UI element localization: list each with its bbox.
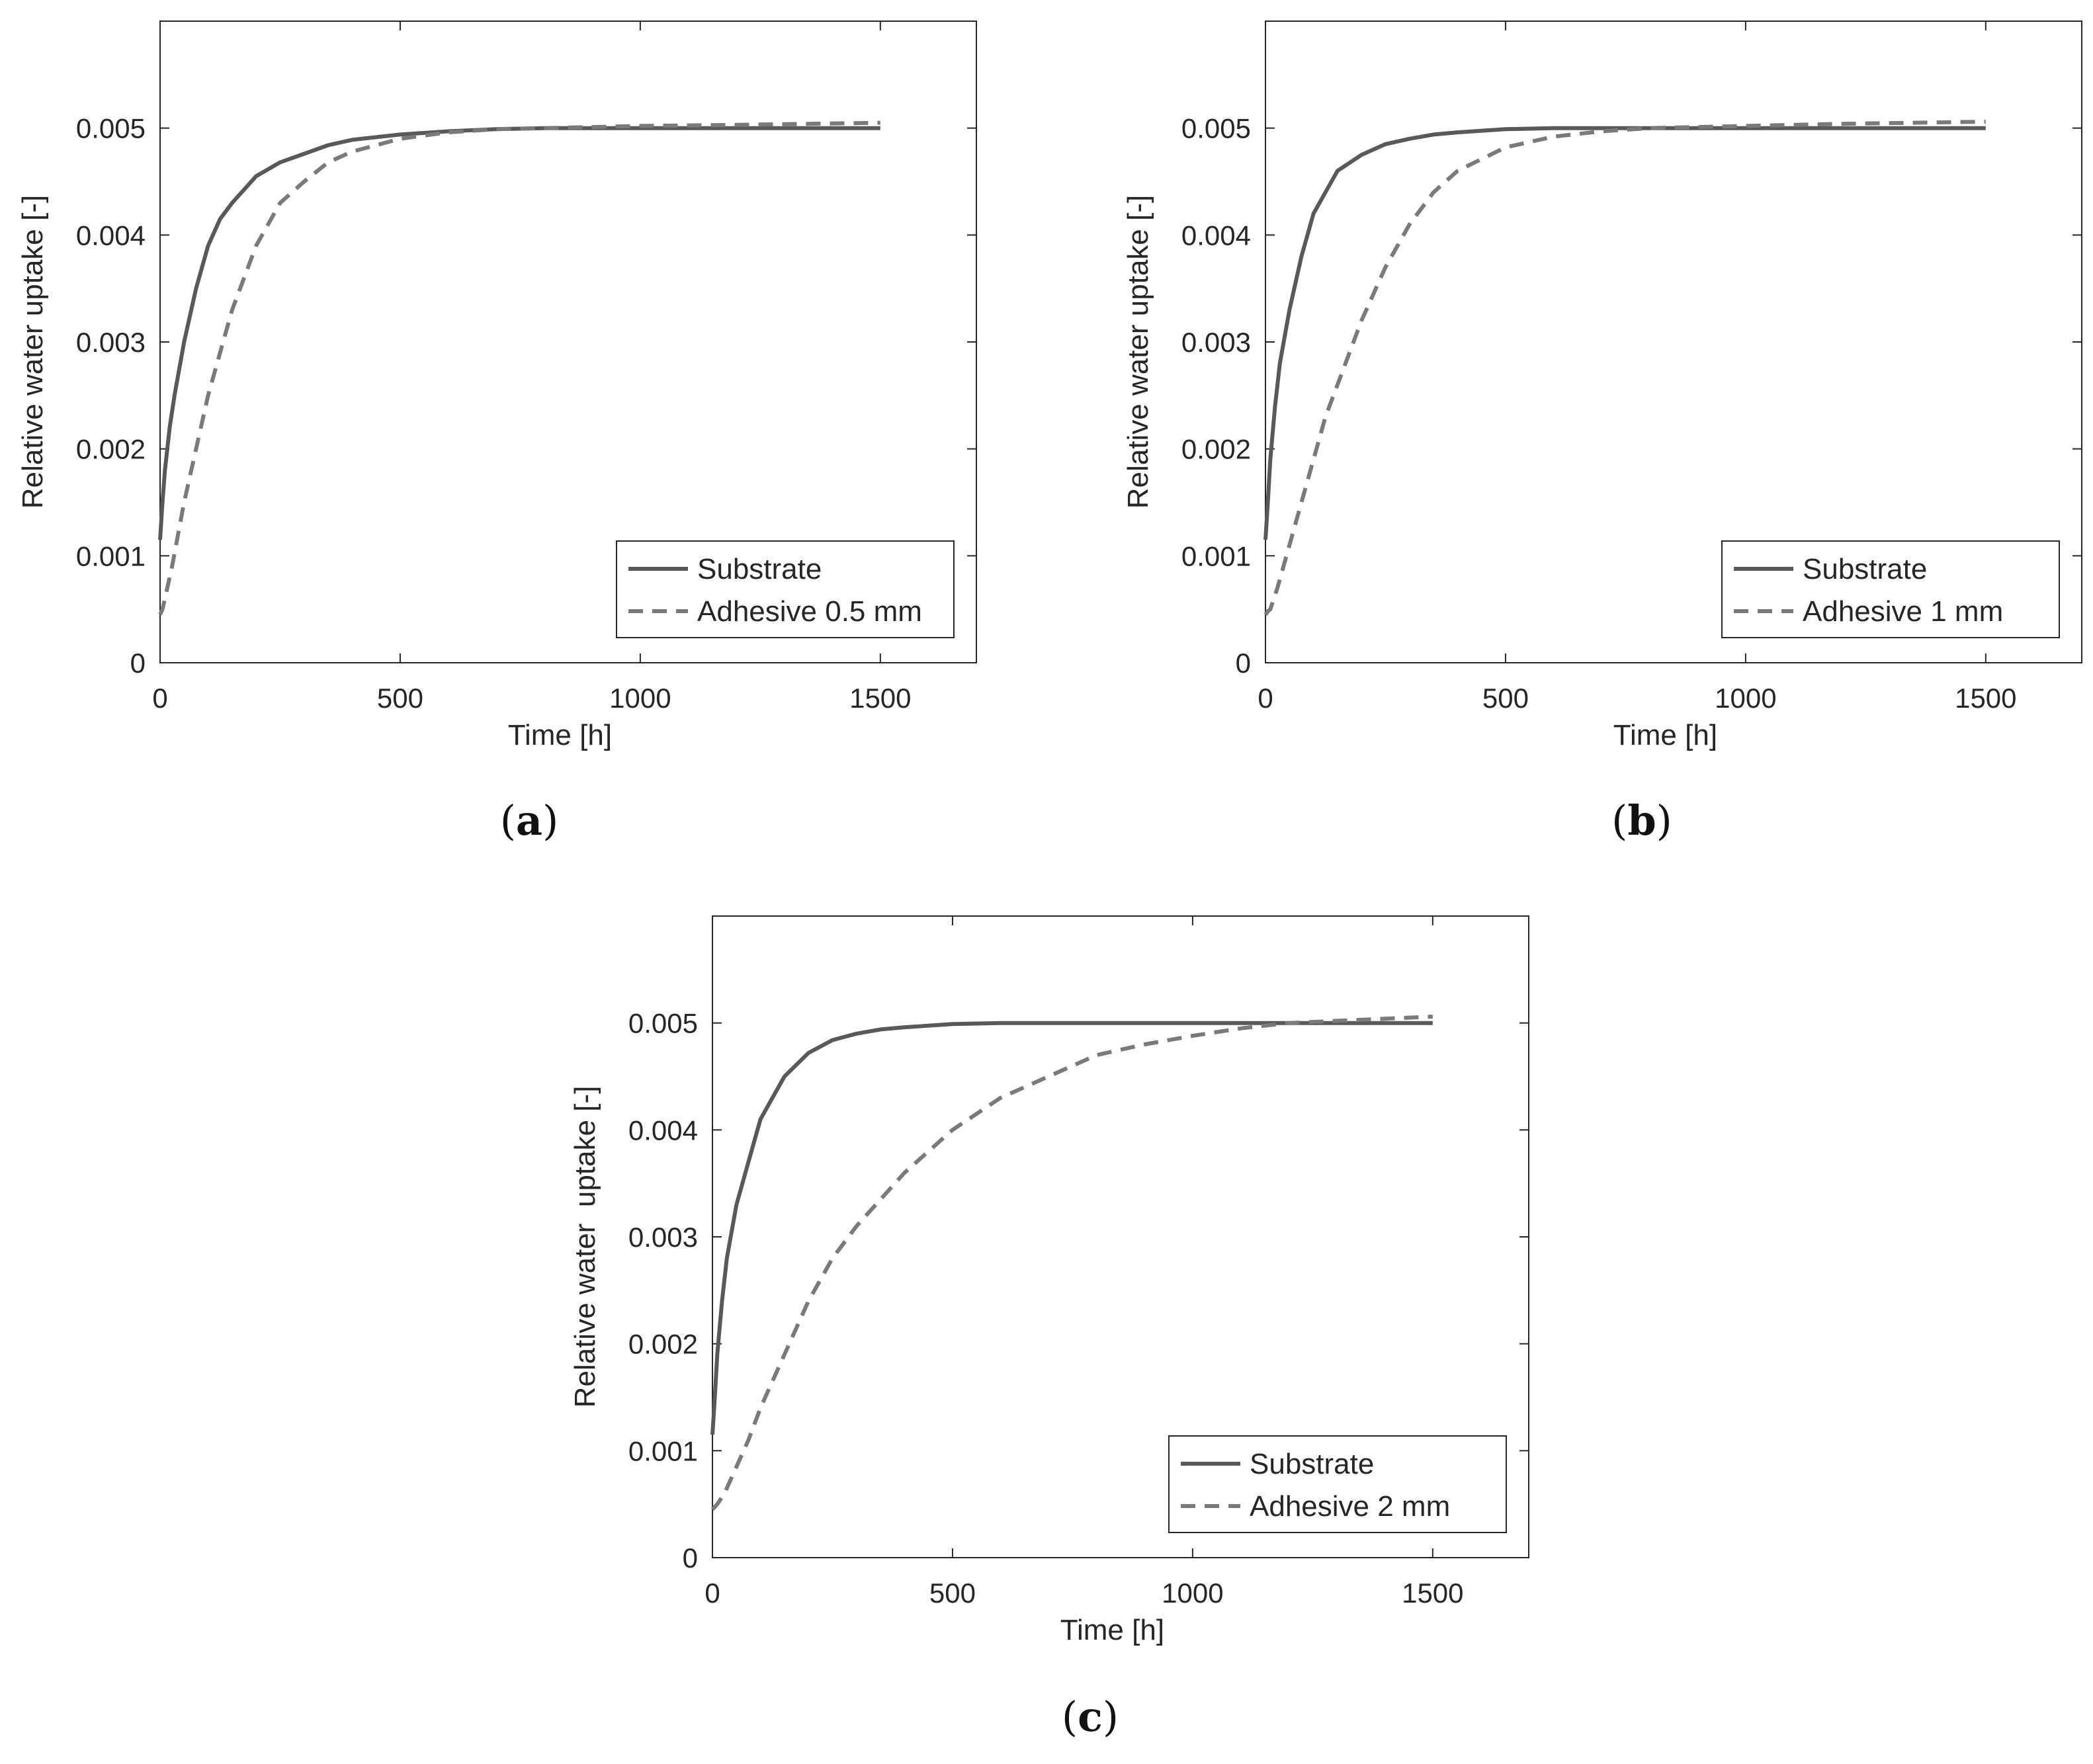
y-tick-label: 0.002 bbox=[1181, 434, 1251, 465]
panel-caption: (a) bbox=[500, 796, 559, 845]
x-tick-label: 0 bbox=[152, 683, 167, 714]
y-tick-label: 0.003 bbox=[1181, 327, 1251, 358]
series-line-0 bbox=[1263, 126, 1986, 540]
x-tick-label: 1000 bbox=[1715, 683, 1776, 714]
x-tick-label: 500 bbox=[377, 683, 423, 714]
x-tick-label: 1500 bbox=[1955, 683, 2016, 714]
panel-caption-letter: b bbox=[1627, 796, 1656, 845]
y-tick-label: 0 bbox=[130, 648, 146, 679]
panel-caption-letter: a bbox=[516, 796, 542, 845]
legend: Substrate Adhesive 0.5 mm bbox=[616, 540, 955, 638]
series-line-0 bbox=[158, 126, 880, 540]
y-tick-label: 0 bbox=[1236, 648, 1251, 679]
chart-panel-a: 0 500 1000 1500 0 0.001 0.002 0.003 0.004 0.005 Ti… bbox=[17, 21, 977, 845]
legend-label-1: Adhesive 1 mm bbox=[1803, 595, 2003, 628]
legend-label-0: Substrate bbox=[1250, 1448, 1374, 1480]
x-tick-label: 1000 bbox=[609, 683, 671, 714]
panel-caption: (b) bbox=[1611, 796, 1672, 845]
series-line-0 bbox=[710, 1021, 1433, 1435]
series-line-1 bbox=[710, 1015, 1433, 1511]
chart-panel-b: 0 500 1000 1500 0 0.001 0.002 0.003 0.004 0.005 Ti… bbox=[1122, 21, 2082, 845]
y-axis-label: Relative water uptake [-] bbox=[569, 1086, 601, 1408]
panel-caption: (c) bbox=[1062, 1693, 1119, 1741]
y-tick-label: 0.003 bbox=[76, 327, 146, 358]
x-axis-label: Time [h] bbox=[508, 719, 612, 751]
y-tick-label: 0.005 bbox=[76, 113, 146, 144]
y-tick-label: 0.001 bbox=[628, 1435, 698, 1466]
legend-label-0: Substrate bbox=[1803, 553, 1927, 585]
legend-box bbox=[1721, 540, 2060, 638]
legend-box bbox=[616, 540, 955, 638]
y-tick-label: 0.005 bbox=[628, 1008, 698, 1039]
legend: Substrate Adhesive 1 mm bbox=[1721, 540, 2060, 638]
y-axis-label: Relative water uptake [-] bbox=[17, 195, 49, 509]
y-tick-label: 0.003 bbox=[628, 1222, 698, 1253]
x-axis-label: Time [h] bbox=[1060, 1614, 1164, 1646]
legend-label-1: Adhesive 0.5 mm bbox=[697, 595, 922, 628]
chart-panel-c: 0 500 1000 1500 0 0.001 0.002 0.003 0.004 0.005 Ti… bbox=[569, 915, 1529, 1741]
y-tick-label: 0.004 bbox=[628, 1114, 698, 1146]
y-tick-label: 0.004 bbox=[1181, 220, 1251, 251]
series-line-1 bbox=[1263, 120, 1986, 616]
y-axis-label: Relative water uptake [-] bbox=[1122, 195, 1154, 509]
x-axis-label: Time [h] bbox=[1613, 719, 1717, 751]
x-tick-label: 1000 bbox=[1162, 1577, 1223, 1609]
panel-caption-letter: c bbox=[1078, 1693, 1103, 1741]
x-tick-label: 1500 bbox=[1402, 1577, 1463, 1609]
legend-label-1: Adhesive 2 mm bbox=[1250, 1490, 1450, 1523]
x-tick-label: 500 bbox=[929, 1577, 976, 1609]
y-tick-label: 0.002 bbox=[76, 434, 146, 465]
series-line-1 bbox=[158, 120, 880, 616]
y-tick-label: 0.002 bbox=[628, 1329, 698, 1360]
y-tick-label: 0.001 bbox=[1181, 540, 1251, 571]
y-tick-label: 0.001 bbox=[76, 540, 146, 571]
x-tick-label: 0 bbox=[1258, 683, 1273, 714]
x-tick-label: 500 bbox=[1482, 683, 1529, 714]
y-tick-label: 0 bbox=[683, 1542, 698, 1574]
x-tick-label: 0 bbox=[705, 1577, 720, 1609]
legend-label-0: Substrate bbox=[697, 553, 822, 585]
legend-box bbox=[1168, 1435, 1507, 1533]
y-tick-label: 0.005 bbox=[1181, 113, 1251, 144]
y-tick-label: 0.004 bbox=[76, 220, 146, 251]
x-tick-label: 1500 bbox=[849, 683, 911, 714]
legend: Substrate Adhesive 2 mm bbox=[1168, 1435, 1507, 1533]
